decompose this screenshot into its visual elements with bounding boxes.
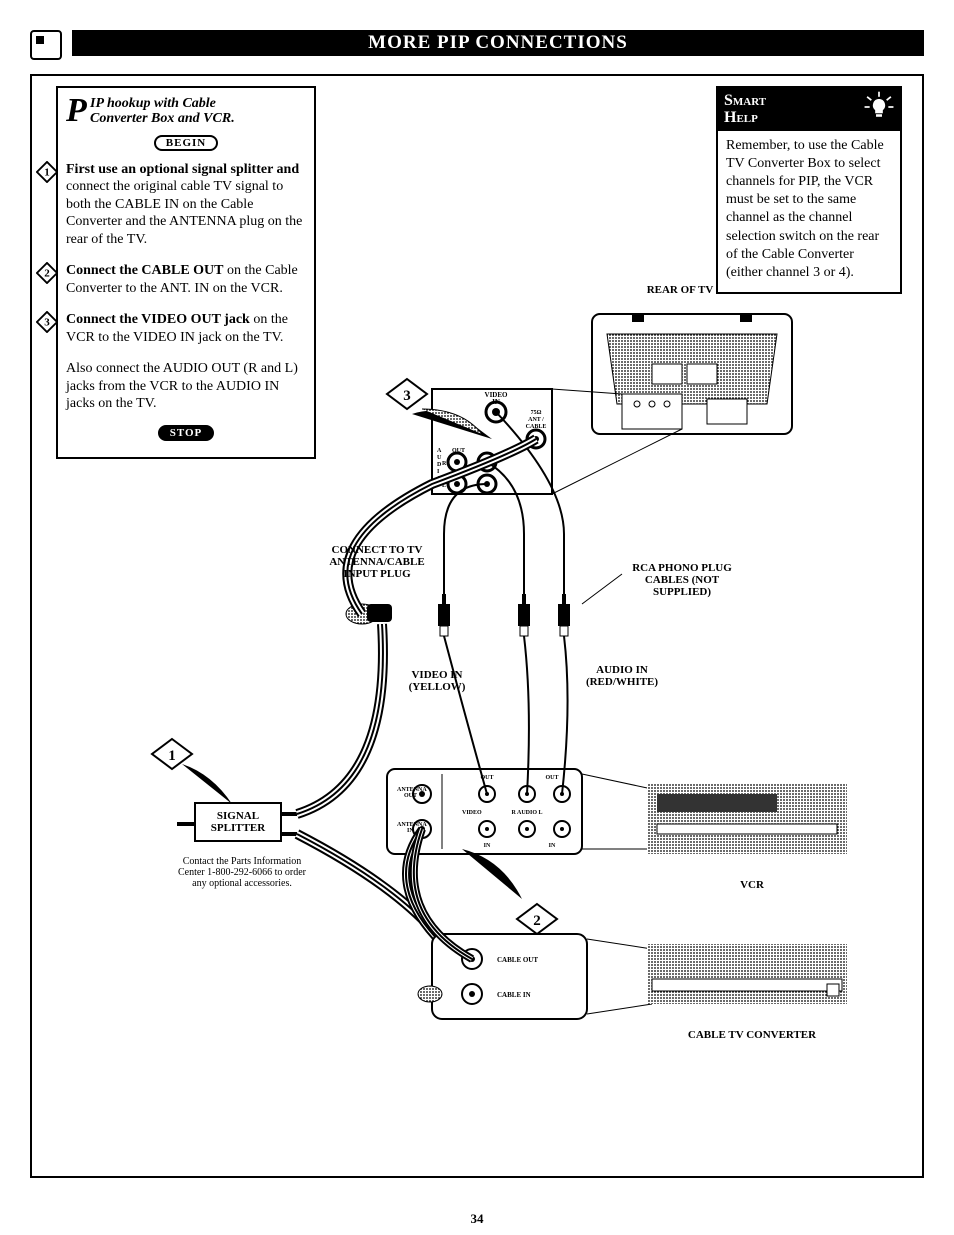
svg-text:A: A (437, 448, 442, 454)
svg-text:75Ω: 75Ω (531, 410, 542, 416)
diamond-icon: 2 (36, 262, 58, 284)
section-icon (30, 30, 62, 60)
label-video-in: VIDEO IN (YELLOW) (392, 669, 482, 693)
diagram-svg: VIDEO IN 75Ω ANT / CABLE A U D I O OUT I… (132, 184, 862, 1054)
label-rca-note: RCA PHONO PLUG CABLES (NOT SUPPLIED) (622, 562, 742, 598)
label-cable-converter: CABLE TV CONVERTER (672, 1029, 832, 1041)
dropcap: P (66, 92, 87, 129)
signal-splitter-box: SIGNAL SPLITTER (194, 802, 282, 842)
svg-text:IN: IN (549, 843, 556, 849)
svg-text:CABLE OUT: CABLE OUT (497, 956, 538, 964)
svg-text:CABLE: CABLE (526, 424, 547, 430)
smart-help-title2: Help (724, 109, 758, 126)
page: MORE PIP CONNECTIONS P IP hookup with Ca… (0, 0, 954, 1235)
smart-help-title: Smart Help (718, 88, 900, 131)
cable-converter-panel: CABLE OUT CABLE IN (418, 934, 587, 1019)
tv-rear (592, 314, 792, 434)
svg-text:VIDEO: VIDEO (462, 810, 482, 816)
title-bar: MORE PIP CONNECTIONS (30, 30, 924, 56)
svg-text:R AUDIO L: R AUDIO L (511, 810, 542, 816)
svg-text:CABLE IN: CABLE IN (497, 991, 531, 999)
svg-text:2: 2 (533, 913, 541, 929)
page-title: MORE PIP CONNECTIONS (72, 30, 924, 56)
instructions-heading: P IP hookup with Cable Converter Box and… (66, 96, 306, 127)
label-audio-in: AUDIO IN (RED/WHITE) (572, 664, 672, 688)
vcr-image (647, 784, 847, 854)
converter-image (647, 944, 847, 1004)
diamond-icon: 1 (36, 161, 58, 183)
svg-text:ANT /: ANT / (528, 417, 544, 423)
rca-plugs (438, 574, 622, 636)
svg-text:1: 1 (44, 166, 50, 178)
svg-text:1: 1 (168, 748, 176, 764)
page-number: 34 (0, 1211, 954, 1227)
svg-text:3: 3 (44, 317, 50, 329)
lightbulb-icon (862, 90, 896, 129)
hand-1: 1 (152, 739, 232, 804)
svg-text:2: 2 (44, 268, 50, 280)
heading-line1: IP hookup with Cable (90, 96, 216, 111)
label-splitter-note: Contact the Parts Information Center 1-8… (172, 856, 312, 889)
begin-wrap: BEGIN (66, 135, 306, 151)
label-vcr: VCR (722, 879, 782, 891)
svg-text:IN: IN (484, 843, 491, 849)
smart-help-title1: Smart (724, 92, 766, 109)
signal-splitter-label: SIGNAL SPLITTER (211, 810, 265, 834)
begin-badge: BEGIN (154, 135, 218, 151)
svg-text:R: R (442, 461, 447, 467)
svg-text:OUT: OUT (404, 793, 417, 799)
content-frame: P IP hookup with Cable Converter Box and… (30, 74, 924, 1178)
label-connect-to-tv: CONNECT TO TV ANTENNA/CABLE INPUT PLUG (322, 544, 432, 580)
svg-text:3: 3 (403, 388, 411, 404)
label-rear-of-tv: REAR OF TV (630, 284, 730, 296)
diamond-icon: 3 (36, 311, 58, 333)
heading-line2: Converter Box and VCR. (90, 111, 235, 126)
svg-text:IN: IN (407, 828, 414, 834)
svg-text:OUT: OUT (545, 775, 558, 781)
hand-2: 2 (462, 849, 557, 934)
connection-diagram: VIDEO IN 75Ω ANT / CABLE A U D I O OUT I… (132, 184, 862, 1054)
svg-text:IN: IN (492, 398, 500, 406)
